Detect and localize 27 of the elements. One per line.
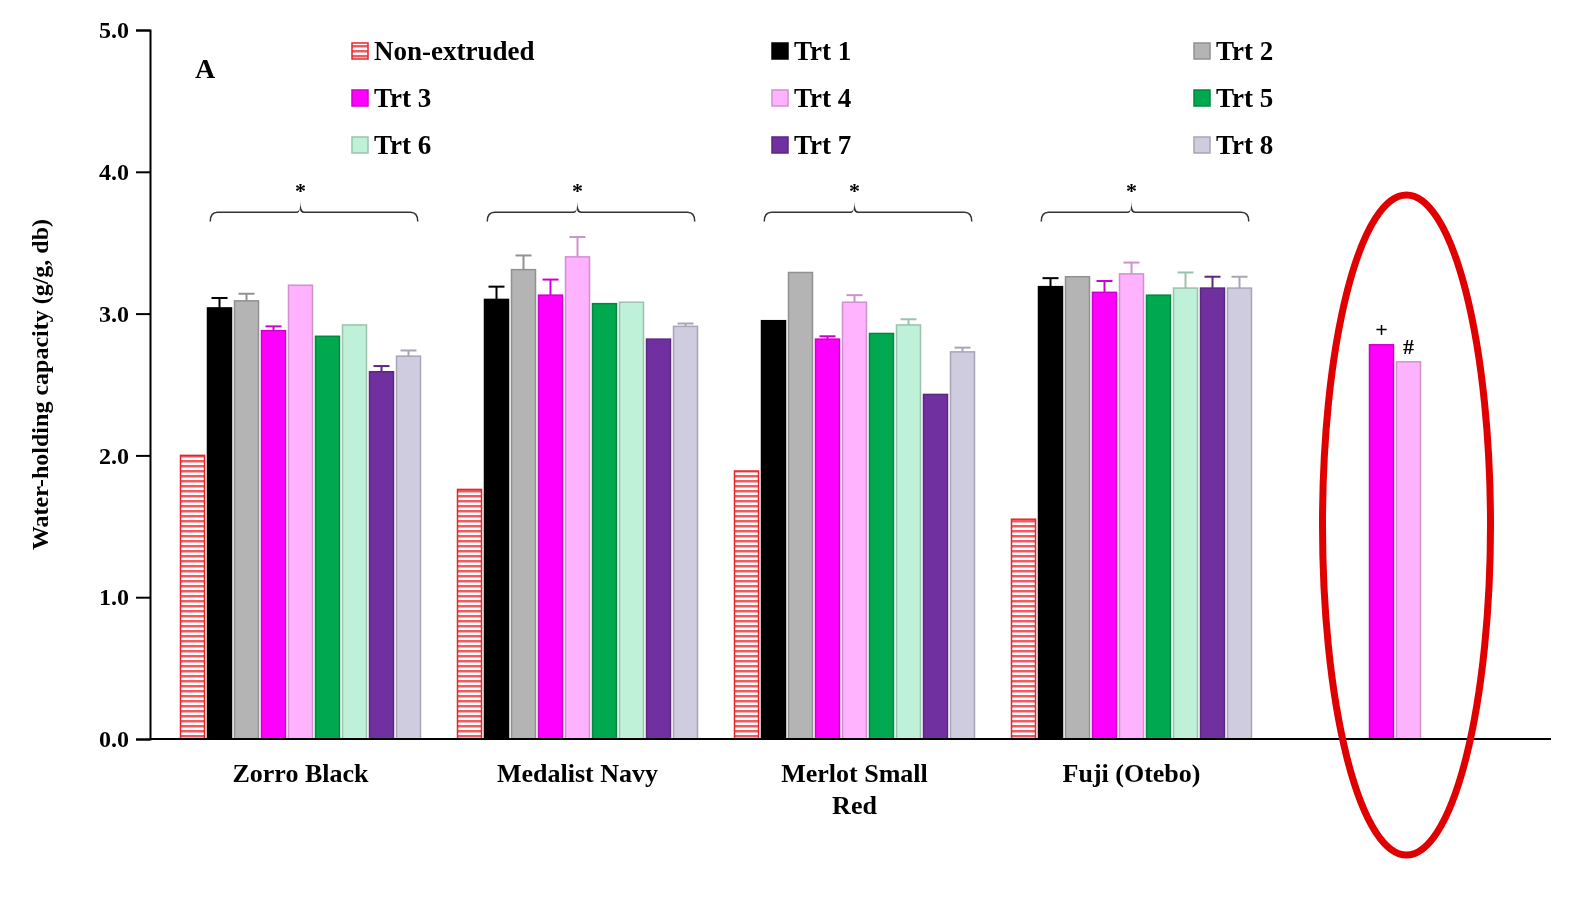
legend-label: Trt 4 xyxy=(794,83,852,113)
x-tick-label: Fuji (Otebo) xyxy=(1062,758,1201,788)
legend-label: Trt 3 xyxy=(374,83,432,113)
legend-label: Trt 5 xyxy=(1216,83,1274,113)
y-tick-label: 0.0 xyxy=(99,726,129,753)
y-tick-label: 3.0 xyxy=(99,300,129,327)
annotation: * xyxy=(572,177,583,203)
legend-label: Non-extruded xyxy=(374,36,535,66)
y-tick-label: 2.0 xyxy=(99,442,129,469)
legend-label: Trt 8 xyxy=(1216,130,1274,160)
annotation: * xyxy=(295,177,306,203)
annotation: # xyxy=(1403,333,1414,359)
legend-label: Trt 6 xyxy=(374,130,432,160)
annotation: * xyxy=(849,177,860,203)
x-tick-label: Zorro Black xyxy=(232,758,370,788)
y-axis-title: Water-holding capacity (g/g, db) xyxy=(27,218,53,551)
legend-label: Trt 7 xyxy=(794,130,852,160)
annotation: * xyxy=(1126,177,1137,203)
x-tick-label: Medalist Navy xyxy=(496,758,659,788)
annotation: + xyxy=(1375,316,1388,342)
y-tick-label: 4.0 xyxy=(99,158,129,185)
y-tick-label: 5.0 xyxy=(99,17,129,44)
legend-label: Trt 2 xyxy=(1216,36,1274,66)
x-tick-label: Merlot Small Red xyxy=(781,758,928,821)
y-tick-label: 1.0 xyxy=(99,584,129,611)
legend-label: Trt 1 xyxy=(794,36,852,66)
annotation: A xyxy=(195,53,216,84)
